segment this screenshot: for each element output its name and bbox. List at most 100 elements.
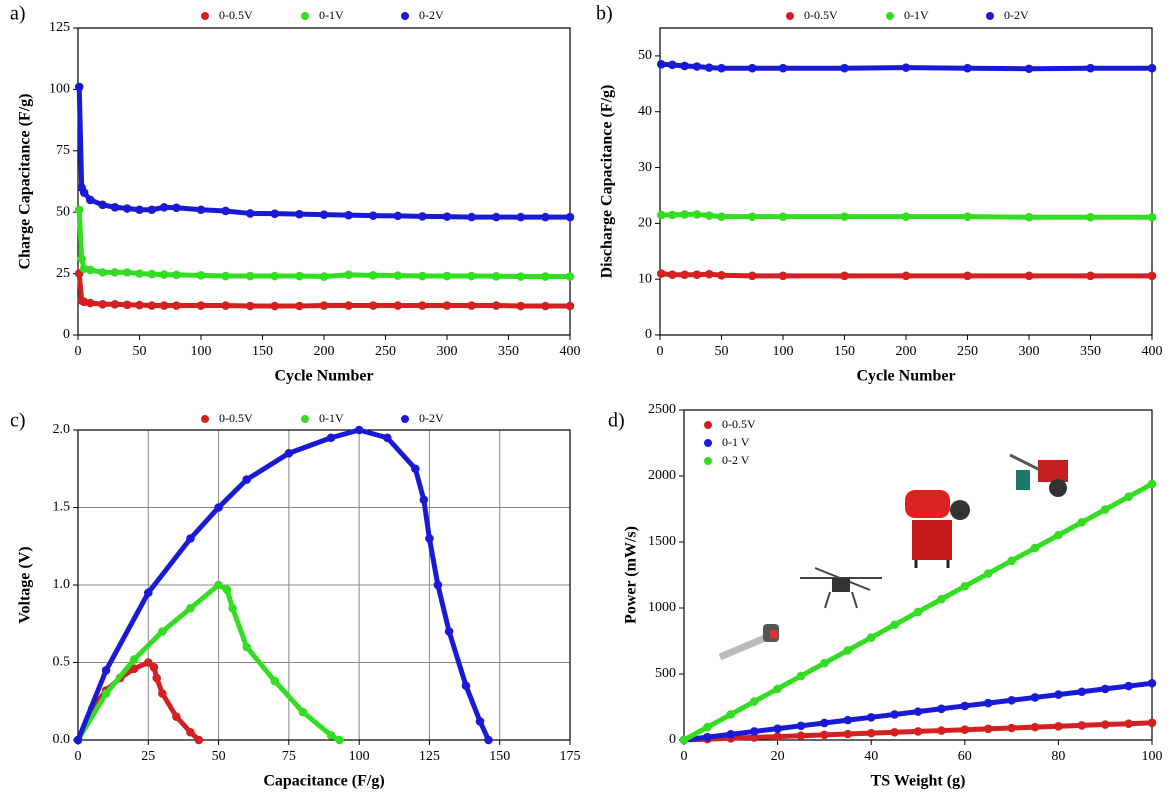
data-point xyxy=(335,735,344,745)
data-point xyxy=(1086,271,1095,281)
data-point xyxy=(565,272,575,281)
data-point xyxy=(703,732,712,742)
y-tick-label: 1.5 xyxy=(53,500,71,515)
data-point xyxy=(717,63,726,73)
data-point xyxy=(491,212,501,222)
x-tick-label: 75 xyxy=(282,749,296,764)
data-point xyxy=(1054,721,1063,731)
data-point xyxy=(843,729,853,739)
data-point xyxy=(1077,721,1087,730)
x-tick-label: 20 xyxy=(771,749,785,764)
data-point xyxy=(295,301,304,311)
data-point xyxy=(319,272,329,281)
data-point xyxy=(516,301,526,311)
data-point xyxy=(344,210,353,220)
x-axis-title: Cycle Number xyxy=(274,368,373,385)
data-point xyxy=(1077,687,1087,697)
legend-label: 0-2V xyxy=(419,411,444,425)
data-point xyxy=(196,205,206,215)
data-point xyxy=(418,212,427,221)
data-point xyxy=(843,715,853,725)
data-point xyxy=(692,62,702,71)
y-axis-title: Voltage (V) xyxy=(17,546,34,623)
data-point xyxy=(704,63,714,72)
data-point xyxy=(749,727,759,736)
x-tick-label: 200 xyxy=(314,344,335,359)
data-point xyxy=(159,301,169,310)
x-tick-label: 250 xyxy=(957,344,978,359)
data-point xyxy=(1124,492,1133,502)
data-point xyxy=(937,594,946,604)
data-point xyxy=(74,205,84,215)
panel-label: a) xyxy=(10,3,26,25)
data-point xyxy=(796,731,806,741)
x-tick-label: 150 xyxy=(834,344,855,359)
data-point xyxy=(475,717,485,726)
data-point xyxy=(98,200,107,210)
data-point xyxy=(890,620,899,630)
data-point xyxy=(1086,212,1095,222)
legend-label: 0-1V xyxy=(904,8,929,22)
legend-marker xyxy=(401,415,409,423)
data-point xyxy=(866,633,876,642)
data-point xyxy=(749,697,759,706)
chart-panel: b) 0 50 100 150 200 250 300 350 400 0 10 20 30 40 50 Cyc… xyxy=(596,3,1163,385)
data-point xyxy=(565,212,575,222)
data-point xyxy=(1147,271,1157,281)
data-point xyxy=(1124,681,1133,691)
data-point xyxy=(245,209,255,218)
data-point xyxy=(433,580,443,590)
data-point xyxy=(245,271,255,281)
data-point xyxy=(656,210,666,220)
x-tick-label: 0 xyxy=(657,344,664,359)
legend-marker xyxy=(201,415,209,423)
bandsaw-icon xyxy=(905,490,970,568)
legend-label: 0-0.5V xyxy=(804,8,838,22)
data-point xyxy=(668,270,677,280)
data-point xyxy=(484,735,493,745)
data-point xyxy=(444,627,454,636)
data-point xyxy=(491,301,501,310)
data-point xyxy=(679,735,689,745)
data-point xyxy=(680,61,689,71)
data-point xyxy=(284,448,294,458)
drone-icon xyxy=(800,567,882,609)
data-point xyxy=(368,211,378,220)
data-point xyxy=(516,212,526,222)
data-point xyxy=(963,271,972,281)
y-tick-label: 30 xyxy=(638,160,652,175)
y-axis-title: Power (mW/s) xyxy=(623,526,640,624)
data-point xyxy=(98,268,107,277)
x-tick-label: 50 xyxy=(133,344,147,359)
data-point xyxy=(840,63,849,73)
data-point xyxy=(913,707,923,716)
chainsaw-icon xyxy=(718,624,779,661)
y-tick-label: 2500 xyxy=(648,402,676,417)
data-point xyxy=(110,300,120,309)
legend-label: 0-1 V xyxy=(722,435,750,449)
data-point xyxy=(158,689,167,698)
y-tick-label: 25 xyxy=(56,266,70,281)
data-point xyxy=(221,206,230,216)
x-tick-label: 0 xyxy=(75,344,82,359)
data-point xyxy=(1007,695,1016,705)
data-point xyxy=(726,710,736,719)
legend-label: 0-2 V xyxy=(722,453,750,467)
y-tick-label: 20 xyxy=(638,216,652,231)
data-point xyxy=(382,433,392,443)
data-point xyxy=(467,212,476,222)
data-point xyxy=(110,202,120,212)
data-point xyxy=(152,673,162,683)
data-point xyxy=(1054,530,1063,540)
data-point xyxy=(344,301,353,310)
data-point xyxy=(1147,718,1157,728)
data-point xyxy=(147,269,157,279)
data-point xyxy=(172,712,181,722)
data-point xyxy=(717,212,726,221)
data-point xyxy=(747,212,757,221)
y-tick-label: 40 xyxy=(638,104,652,119)
data-point xyxy=(368,301,378,310)
chart-panel: a) 0 50 100 150 200 250 300 350 400 0 25 50 75 100 125 C… xyxy=(10,3,581,385)
data-point xyxy=(704,269,714,279)
